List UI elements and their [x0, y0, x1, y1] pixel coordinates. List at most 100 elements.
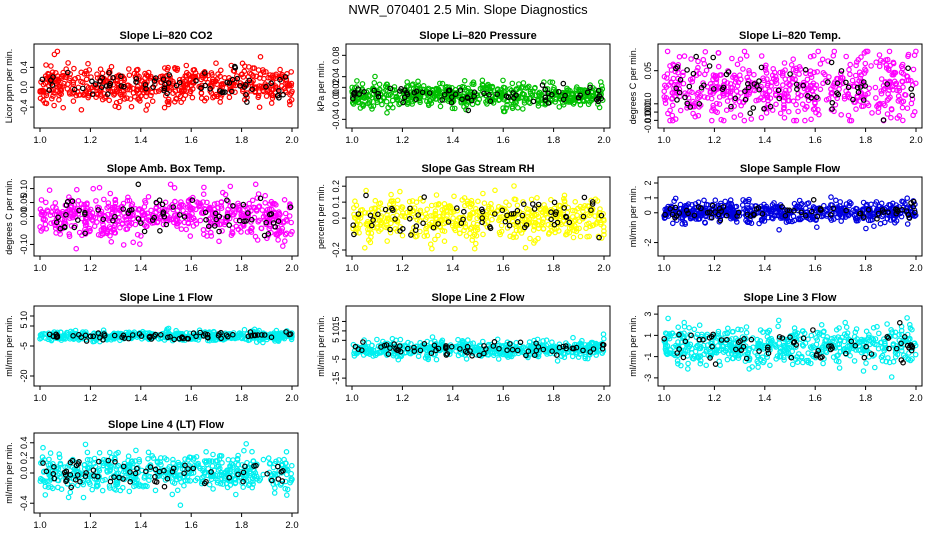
data-point: [601, 332, 605, 336]
data-point: [79, 108, 83, 112]
data-point: [839, 113, 843, 117]
panel-title: Slope Line 1 Flow: [120, 292, 213, 304]
data-point: [745, 54, 749, 58]
data-point: [473, 247, 477, 251]
data-point: [848, 62, 852, 66]
y-tick-label: 0.04: [331, 68, 341, 86]
x-tick-label: 1.0: [657, 135, 670, 146]
y-tick-label: -20: [19, 369, 29, 382]
y-tick-label: -5: [19, 342, 29, 350]
data-point: [803, 118, 807, 122]
x-tick-label: 1.4: [134, 263, 147, 274]
data-point: [151, 99, 155, 103]
data-point: [504, 200, 508, 204]
data-point: [760, 54, 764, 58]
data-point: [521, 107, 525, 111]
x-tick-label: 2.0: [285, 263, 298, 274]
data-point: [872, 224, 876, 228]
reference-point: [707, 64, 711, 68]
reference-point: [364, 193, 368, 197]
data-point: [602, 337, 606, 341]
data-point: [493, 188, 497, 192]
data-point: [782, 61, 786, 65]
data-point: [859, 55, 863, 59]
data-point: [145, 103, 149, 107]
y-tick-label: 0.010: [643, 93, 653, 116]
data-point: [735, 62, 739, 66]
x-tick-label: 1.6: [185, 393, 198, 404]
data-point: [791, 214, 795, 218]
x-tick-label: 2.0: [285, 135, 298, 146]
data-point: [885, 112, 889, 116]
reference-point: [462, 210, 466, 214]
x-tick-label: 1.0: [657, 263, 670, 274]
y-axis-label: degrees C per min.: [628, 48, 638, 125]
data-point: [717, 64, 721, 68]
x-tick-label: 2.0: [909, 135, 922, 146]
data-point: [463, 79, 467, 83]
data-point: [887, 49, 891, 53]
data-point: [863, 61, 867, 65]
data-point: [782, 116, 786, 120]
reference-point: [711, 55, 715, 59]
x-tick-label: 1.0: [33, 393, 46, 404]
data-point: [870, 111, 874, 115]
data-point: [827, 75, 831, 79]
data-point: [889, 116, 893, 120]
data-point: [665, 49, 669, 53]
x-tick-label: 1.6: [497, 263, 510, 274]
y-tick-label: 0.2: [331, 180, 341, 193]
data-point: [689, 57, 693, 61]
data-point: [49, 64, 53, 68]
data-point: [869, 64, 873, 68]
data-point: [696, 59, 700, 63]
data-point: [198, 218, 202, 222]
data-point: [730, 56, 734, 60]
data-point: [258, 55, 262, 59]
data-point: [430, 247, 434, 251]
data-point: [516, 106, 520, 110]
data-point: [796, 109, 800, 113]
data-point: [71, 99, 75, 103]
data-point: [878, 64, 882, 68]
data-point: [573, 200, 577, 204]
reference-point: [694, 54, 698, 58]
y-tick-label: 0.08: [331, 47, 341, 65]
data-point: [257, 105, 261, 109]
data-point: [430, 335, 434, 339]
data-point: [44, 200, 48, 204]
data-point: [671, 221, 675, 225]
x-tick-label: 1.6: [497, 135, 510, 146]
data-point: [476, 199, 480, 203]
reference-point: [136, 182, 140, 186]
x-tick-label: 1.4: [134, 135, 147, 146]
data-point: [108, 191, 112, 195]
x-tick-label: 1.2: [84, 135, 97, 146]
data-point: [468, 231, 472, 235]
data-point: [288, 214, 292, 218]
data-point: [536, 104, 540, 108]
data-point: [515, 203, 519, 207]
plot-frame: [34, 306, 298, 386]
reference-point: [217, 229, 221, 233]
data-point: [430, 203, 434, 207]
reference-point: [687, 84, 691, 88]
data-point: [217, 239, 221, 243]
panel-title: Slope Line 2 Flow: [432, 292, 525, 304]
data-point: [777, 228, 781, 232]
data-point: [900, 105, 904, 109]
data-point: [263, 201, 267, 205]
x-tick-label: 1.0: [345, 135, 358, 146]
data-point: [227, 95, 231, 99]
reference-point: [906, 66, 910, 70]
reference-point: [142, 229, 146, 233]
x-tick-label: 1.2: [84, 263, 97, 274]
data-point: [829, 195, 833, 199]
data-point: [242, 328, 246, 332]
data-point: [47, 188, 51, 192]
data-point: [263, 194, 267, 198]
reference-point: [227, 223, 231, 227]
data-point: [844, 54, 848, 58]
